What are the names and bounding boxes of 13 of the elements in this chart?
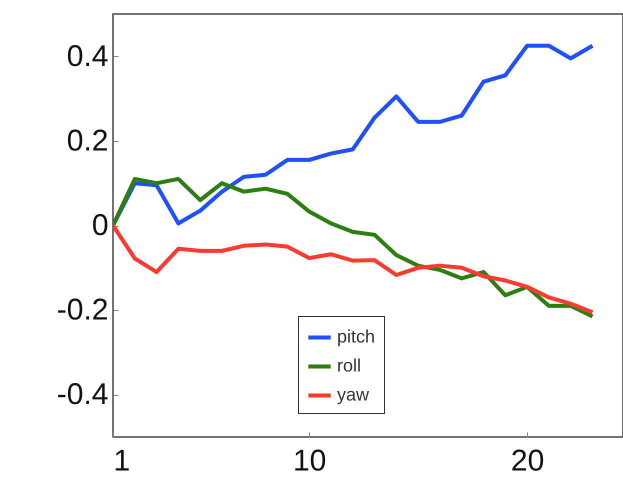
y-tick-label: -0.4 (56, 378, 108, 412)
y-tick-label: 0.2 (66, 124, 108, 158)
y-tick-label: 0.4 (66, 40, 108, 73)
x-tick-label: 1 (114, 444, 130, 478)
x-tick-label: 20 (510, 444, 544, 478)
legend-label: roll (337, 356, 362, 376)
y-tick-label: -0.2 (56, 294, 108, 327)
x-tick-label: 10 (292, 444, 326, 478)
legend-label: yaw (337, 384, 370, 404)
y-tick-label: 0 (92, 209, 108, 242)
legend-label: pitch (337, 326, 376, 346)
line-series (113, 224, 594, 314)
line-series (113, 176, 594, 318)
